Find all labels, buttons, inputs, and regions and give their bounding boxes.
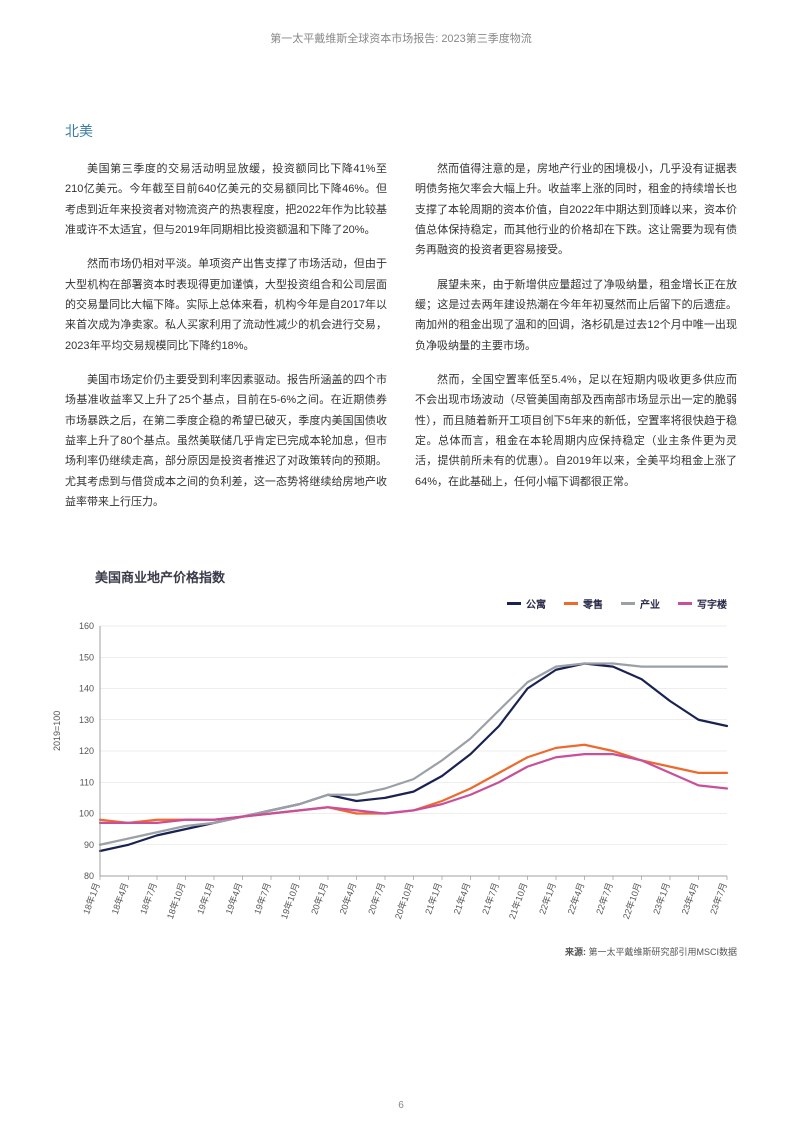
svg-text:23年7月: 23年7月 [707,880,729,915]
svg-text:18年7月: 18年7月 [137,880,159,915]
svg-text:19年10月: 19年10月 [278,880,301,919]
svg-text:80: 80 [84,871,94,881]
page-number: 6 [0,1100,802,1111]
chart-legend: 公寓 零售 产业 写字楼 [65,596,737,611]
right-column: 然而值得注意的是，房地产行业的困境极小，几乎没有证据表明债务拖欠率会大幅上升。收… [415,159,737,527]
svg-text:22年1月: 22年1月 [536,880,558,915]
legend-label: 写字楼 [697,596,727,611]
svg-text:21年4月: 21年4月 [451,880,473,915]
legend-swatch [678,602,692,605]
section-title: 北美 [65,121,737,141]
svg-text:21年7月: 21年7月 [479,880,501,915]
y-axis-label: 2019=100 [52,710,62,750]
legend-item: 产业 [621,596,660,611]
paragraph: 然而，全国空置率低至5.4%，足以在短期内吸收更多供应而不会出现市场波动（尽管美… [415,370,737,492]
svg-text:150: 150 [79,652,94,662]
left-column: 美国第三季度的交易活动明显放缓，投资额同比下降41%至210亿美元。今年截至目前… [65,159,387,527]
svg-text:160: 160 [79,621,94,631]
svg-text:18年4月: 18年4月 [109,880,131,915]
legend-label: 公寓 [526,596,546,611]
paragraph: 美国市场定价仍主要受到利率因素驱动。报告所涵盖的四个市场基准收益率又上升了25个… [65,370,387,512]
svg-text:20年7月: 20年7月 [365,880,387,915]
chart-section: 美国商业地产价格指数 公寓 零售 产业 写字楼 2019=100 80 90 100 110… [0,567,802,958]
paragraph: 然而值得注意的是，房地产行业的困境极小，几乎没有证据表明债务拖欠率会大幅上升。收… [415,159,737,261]
svg-text:90: 90 [84,839,94,849]
legend-swatch [507,602,521,605]
svg-text:19年7月: 19年7月 [251,880,273,915]
text-content: 北美 美国第三季度的交易活动明显放缓，投资额同比下降41%至210亿美元。今年截… [0,46,802,527]
svg-text:21年10月: 21年10月 [506,880,529,919]
legend-item: 零售 [564,596,603,611]
svg-text:130: 130 [79,714,94,724]
paragraph: 美国第三季度的交易活动明显放缓，投资额同比下降41%至210亿美元。今年截至目前… [65,159,387,240]
svg-text:20年1月: 20年1月 [308,880,330,915]
svg-text:19年4月: 19年4月 [223,880,245,915]
paragraph: 然而市场仍相对平淡。单项资产出售支撑了市场活动，但由于大型机构在部署资本时表现得… [65,254,387,356]
svg-text:22年4月: 22年4月 [565,880,587,915]
svg-text:20年10月: 20年10月 [392,880,415,919]
line-chart: 80 90 100 110 120 130 140 150 160 18年1月 18年4月 18年7月… [65,616,737,936]
svg-text:18年10月: 18年10月 [164,880,187,919]
svg-text:23年1月: 23年1月 [650,880,672,915]
svg-text:110: 110 [80,777,94,787]
legend-item: 写字楼 [678,596,727,611]
svg-text:21年1月: 21年1月 [422,880,444,915]
chart-container: 公寓零售产业写字楼 2019=100 809010011012013014015… [65,596,737,958]
source-label: 来源: [565,947,586,957]
chart-source: 来源: 第一太平戴维斯研究部引用MSCI数据 [65,945,737,958]
page-header: 第一太平戴维斯全球资本市场报告: 2023第三季度物流 [0,0,802,46]
svg-text:120: 120 [79,746,94,756]
legend-item: 公寓 [507,596,546,611]
svg-text:22年7月: 22年7月 [593,880,615,915]
legend-swatch [564,602,578,605]
paragraph: 展望未来，由于新增供应量超过了净吸纳量，租金增长正在放缓；这是过去两年建设热潮在… [415,275,737,356]
svg-text:140: 140 [79,683,94,693]
svg-text:100: 100 [79,808,94,818]
svg-text:20年4月: 20年4月 [337,880,359,915]
legend-label: 产业 [640,596,660,611]
legend-label: 零售 [583,596,603,611]
svg-text:18年1月: 18年1月 [80,880,102,915]
chart-title: 美国商业地产价格指数 [95,567,737,586]
svg-text:22年10月: 22年10月 [620,880,643,919]
svg-text:23年4月: 23年4月 [679,880,701,915]
source-text: 第一太平戴维斯研究部引用MSCI数据 [588,947,737,957]
legend-swatch [621,602,635,605]
two-columns: 美国第三季度的交易活动明显放缓，投资额同比下降41%至210亿美元。今年截至目前… [65,159,737,527]
svg-text:19年1月: 19年1月 [194,880,216,915]
